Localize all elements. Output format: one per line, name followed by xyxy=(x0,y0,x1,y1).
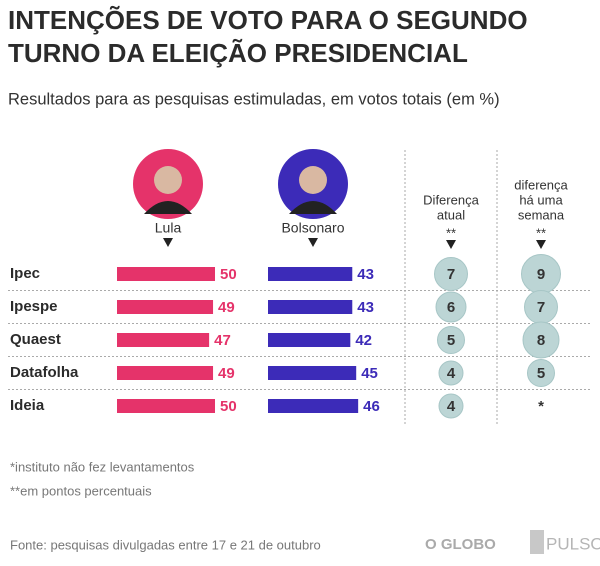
bar xyxy=(268,366,357,380)
value-label: 49 xyxy=(218,299,235,316)
bar xyxy=(117,267,215,281)
photo-body xyxy=(289,201,337,214)
photo-head xyxy=(154,166,182,194)
difference-label: 4 xyxy=(447,398,456,415)
bar xyxy=(117,300,214,314)
difference-label: 8 xyxy=(537,332,545,349)
value-label: 43 xyxy=(357,266,374,283)
value-label: 42 xyxy=(355,332,372,349)
value-label: 45 xyxy=(361,365,378,382)
bar xyxy=(117,399,215,413)
bar xyxy=(117,333,210,347)
difference-label: 5 xyxy=(447,332,455,349)
difference-label: * xyxy=(538,398,544,415)
category-label: Datafolha xyxy=(10,364,79,381)
value-label: 47 xyxy=(214,332,231,349)
difference-label: 6 xyxy=(447,299,455,316)
logo: O GLOBO xyxy=(425,536,496,553)
difference-label: 7 xyxy=(447,266,455,283)
logo: PULSO xyxy=(546,534,600,553)
chart-title: TURNO DA ELEIÇÃO PRESIDENCIAL xyxy=(8,38,468,68)
footnote: *instituto não fez levantamentos xyxy=(10,459,195,474)
bar xyxy=(268,267,353,281)
difference-bubble xyxy=(437,326,465,354)
bar xyxy=(268,333,351,347)
arrow xyxy=(536,240,546,249)
column-header: ** xyxy=(446,225,456,240)
difference-label: 7 xyxy=(537,299,545,316)
difference-bubble xyxy=(438,393,464,419)
difference-bubble xyxy=(438,360,464,386)
difference-bubble xyxy=(434,257,468,291)
difference-bubble xyxy=(522,321,560,359)
bar xyxy=(268,399,359,413)
column-header: semana xyxy=(518,207,565,222)
category-label: Quaest xyxy=(10,331,61,348)
series-name: Bolsonaro xyxy=(281,220,344,236)
column-header: diferença xyxy=(514,177,568,192)
category-label: Ipec xyxy=(10,265,40,282)
difference-bubble xyxy=(435,291,467,323)
bar xyxy=(268,300,353,314)
column-header: ** xyxy=(536,225,546,240)
source: Fonte: pesquisas divulgadas entre 17 e 2… xyxy=(10,537,321,552)
difference-label: 4 xyxy=(447,365,456,382)
subtitle: Resultados para as pesquisas estimuladas… xyxy=(8,90,500,108)
chart-title: INTENÇÕES DE VOTO PARA O SEGUNDO xyxy=(8,5,528,35)
value-label: 43 xyxy=(357,299,374,316)
photo-body xyxy=(144,201,192,214)
logo-icon xyxy=(530,530,544,554)
value-label: 50 xyxy=(220,266,237,283)
arrow xyxy=(446,240,456,249)
column-header: atual xyxy=(437,207,465,222)
difference-label: 9 xyxy=(537,266,545,283)
footnote: **em pontos percentuais xyxy=(10,483,152,498)
value-label: 50 xyxy=(220,398,237,415)
arrow xyxy=(163,238,173,247)
difference-label: 5 xyxy=(537,365,545,382)
difference-bubble xyxy=(527,359,555,387)
bar xyxy=(117,366,214,380)
value-label: 49 xyxy=(218,365,235,382)
series-name: Lula xyxy=(155,220,182,236)
photo-head xyxy=(299,166,327,194)
column-header: Diferença xyxy=(423,192,479,207)
arrow xyxy=(308,238,318,247)
value-label: 46 xyxy=(363,398,380,415)
category-label: Ideia xyxy=(10,397,45,414)
column-header: há uma xyxy=(519,192,563,207)
category-label: Ipespe xyxy=(10,298,58,315)
